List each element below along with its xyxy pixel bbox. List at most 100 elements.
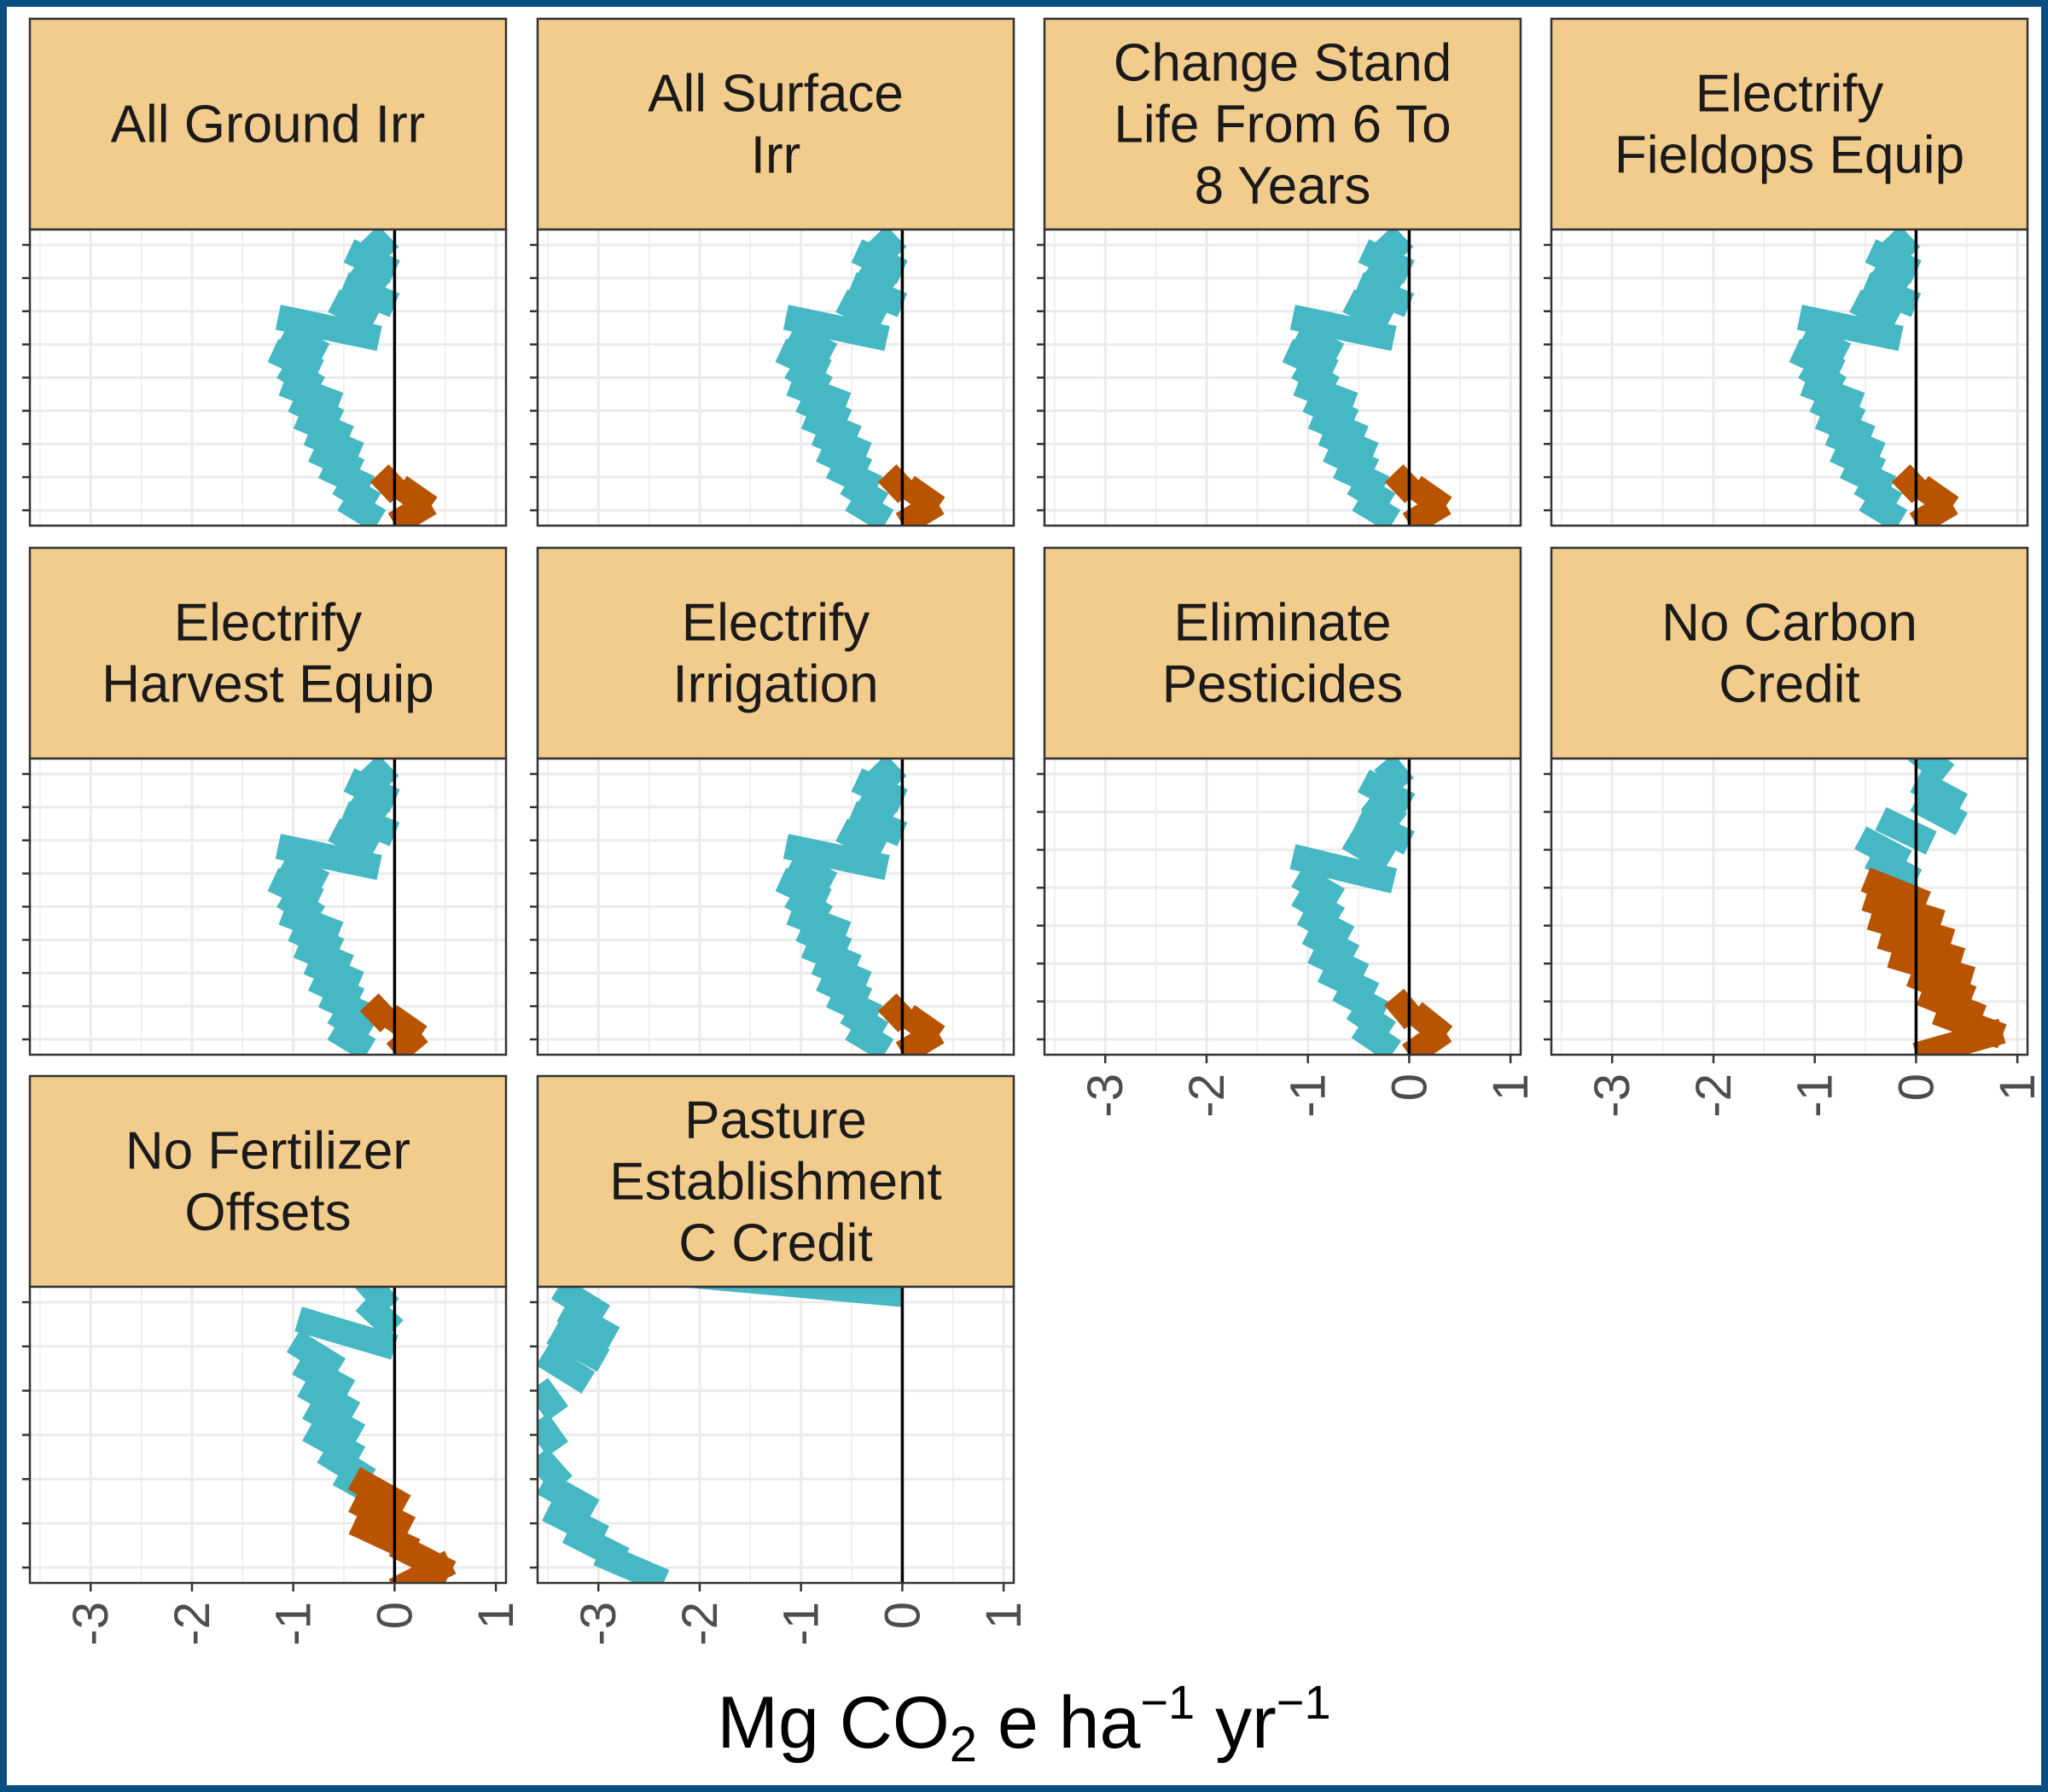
negative-segment	[1360, 789, 1407, 835]
facet-title-line: Pasture	[684, 1091, 867, 1150]
negative-segment	[593, 1541, 670, 1583]
negative-segment	[339, 801, 400, 847]
negative-segment	[1291, 864, 1346, 911]
x-tick-label: 0	[1888, 1073, 1944, 1101]
facet-strip	[536, 1074, 1015, 1289]
facet-strip	[28, 1074, 508, 1289]
x-tick-label: -2	[672, 1602, 728, 1646]
positive-segment	[1384, 464, 1424, 503]
data-segments	[538, 1287, 904, 1583]
facet-strip	[1550, 17, 2029, 231]
data-segments	[1289, 759, 1453, 1055]
negative-segment	[851, 239, 908, 284]
negative-segment	[1352, 488, 1401, 526]
positive-segment	[895, 492, 945, 526]
facet-title-line: Pesticides	[1162, 655, 1404, 714]
negative-segment	[359, 230, 399, 265]
negative-segment	[1296, 902, 1355, 950]
x-tick-label: -3	[1078, 1073, 1133, 1118]
negative-segment	[811, 950, 872, 996]
negative-segment	[1860, 272, 1922, 317]
negative-segment	[786, 371, 852, 417]
x-tick-label: -2	[1686, 1073, 1742, 1118]
x-tick-label: 1	[1990, 1073, 2045, 1101]
negative-segment	[851, 768, 908, 813]
facet-strip	[536, 546, 1015, 760]
negative-segment	[328, 289, 381, 334]
negative-segment	[1824, 421, 1886, 467]
x-tick-label: 0	[367, 1602, 422, 1629]
x-tick-label: 0	[875, 1602, 930, 1629]
data-segments	[775, 759, 945, 1055]
negative-segment	[276, 851, 330, 896]
positive-segment	[347, 1467, 411, 1518]
negative-segment	[1353, 806, 1415, 855]
x-tick-label: -3	[63, 1602, 119, 1646]
negative-segment	[1318, 421, 1379, 467]
negative-segment	[343, 768, 400, 813]
negative-segment	[784, 851, 838, 896]
positive-segment	[877, 464, 917, 503]
positive-segment	[1401, 1020, 1452, 1055]
negative-segment	[538, 1343, 596, 1394]
data-segments	[1789, 230, 1959, 526]
negative-segment	[1357, 769, 1416, 817]
positive-segment	[1905, 962, 1977, 1010]
negative-segment	[343, 239, 400, 284]
negative-segment	[1358, 239, 1415, 284]
x-tick-label: -1	[1281, 1073, 1336, 1118]
facet-title-line: Electrify	[682, 594, 870, 653]
negative-segment	[538, 1377, 568, 1422]
facet-title-line: Fieldops Equip	[1615, 126, 1964, 185]
positive-segment	[1891, 464, 1931, 503]
positive-segment	[1887, 942, 1976, 992]
facet-title-line: Life From 6 To	[1114, 96, 1451, 154]
positive-segment	[369, 464, 410, 503]
facet-strip	[1550, 546, 2029, 760]
negative-segment	[297, 1374, 361, 1425]
negative-segment	[867, 759, 907, 794]
x-tick-label: -1	[266, 1602, 322, 1646]
panel-border	[1043, 757, 1522, 1056]
negative-segment	[275, 305, 382, 352]
negative-segment	[1289, 305, 1397, 352]
panel-border	[28, 1285, 508, 1585]
positive-segment	[895, 1021, 945, 1055]
positive-segment	[359, 993, 399, 1033]
negative-segment	[1796, 305, 1904, 352]
negative-segment	[538, 1413, 568, 1457]
negative-segment	[1342, 289, 1395, 334]
negative-segment	[354, 1287, 399, 1317]
facet-title-line: Eliminate	[1174, 594, 1392, 653]
positive-segment	[348, 1488, 416, 1540]
panel-border	[536, 1285, 1015, 1585]
data-segments	[267, 230, 438, 526]
panel-border	[536, 757, 1015, 1056]
positive-segment	[1912, 1018, 2006, 1055]
x-tick-label: -1	[774, 1602, 829, 1646]
facet-strip	[28, 17, 508, 231]
negative-segment	[275, 834, 382, 881]
negative-segment	[546, 1321, 610, 1372]
negative-segment	[1800, 371, 1865, 417]
x-tick-label: -1	[1788, 1073, 1843, 1118]
x-tick-label: -2	[165, 1602, 220, 1646]
positive-segment	[388, 1551, 457, 1583]
data-segments	[775, 230, 945, 526]
positive-segment	[1861, 886, 1946, 935]
negative-segment	[328, 818, 381, 863]
negative-segment	[867, 230, 907, 265]
negative-segment	[327, 1001, 376, 1044]
panel-border	[28, 757, 508, 1056]
negative-segment	[1798, 322, 1852, 367]
facet-1: All Ground Irr	[22, 17, 508, 527]
negative-segment	[337, 488, 387, 526]
x-tick-label: 1	[1483, 1073, 1539, 1101]
negative-segment	[783, 305, 890, 352]
negative-segment	[784, 322, 838, 367]
facet-title-line: All Surface	[648, 65, 904, 124]
x-tick-label: -2	[1179, 1073, 1235, 1118]
